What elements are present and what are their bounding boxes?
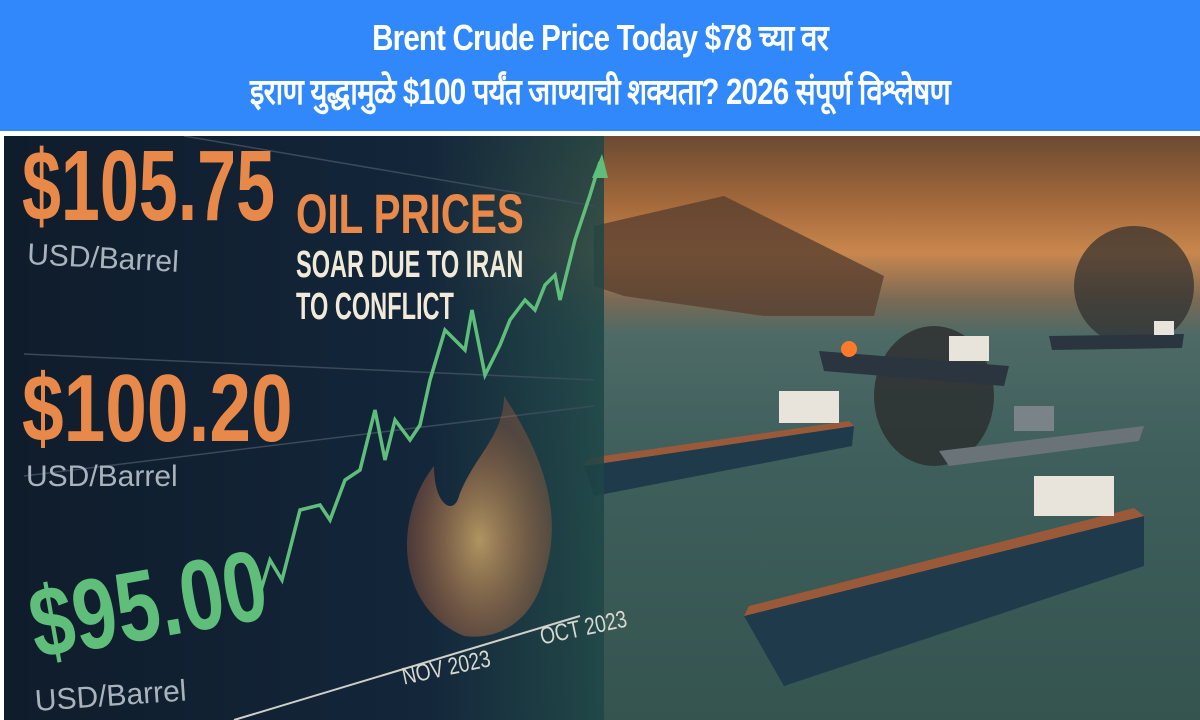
tanker-ship: [744, 476, 1144, 686]
arrow-head-icon: [592, 154, 608, 178]
smoke-cloud: [1074, 226, 1194, 346]
headline-line-1: OIL PRICES: [296, 182, 524, 245]
x-axis: [233, 615, 581, 720]
tanker-ship: [1049, 321, 1184, 350]
warship: [939, 406, 1144, 466]
flame-icon: [406, 396, 552, 637]
title-banner: Brent Crude Price Today $78 च्या वर इराण…: [0, 0, 1200, 131]
price-chart: [23, 136, 608, 720]
tanker-ship: [819, 336, 1009, 386]
unit-label: USD/Barrel: [26, 238, 180, 279]
scene-art: [584, 196, 1194, 686]
gridline: [183, 136, 595, 207]
title-line-2: इराण युद्धामुळे $100 पर्यंत जाण्याची शक्…: [249, 71, 951, 112]
title-line-1: Brent Crude Price Today $78 च्या वर: [372, 17, 828, 58]
price-line: [256, 161, 602, 601]
gridline: [23, 405, 595, 477]
fire: [841, 341, 857, 357]
coastline-silhouette: [594, 196, 884, 316]
price-high: $105.75: [22, 136, 276, 242]
headline-line-3: TO CONFLICT: [296, 286, 454, 328]
headline-line-2: SOAR DUE TO IRAN: [296, 244, 524, 286]
tanker-ship: [584, 391, 854, 496]
unit-label: USD/Barrel: [26, 460, 178, 493]
hero-image: $105.75 USD/Barrel $100.20 USD/Barrel $9…: [4, 136, 1200, 720]
headline: OIL PRICES SOAR DUE TO IRAN TO CONFLICT: [296, 182, 663, 328]
gridline: [23, 353, 595, 381]
price-mid: $100.20: [22, 355, 293, 462]
